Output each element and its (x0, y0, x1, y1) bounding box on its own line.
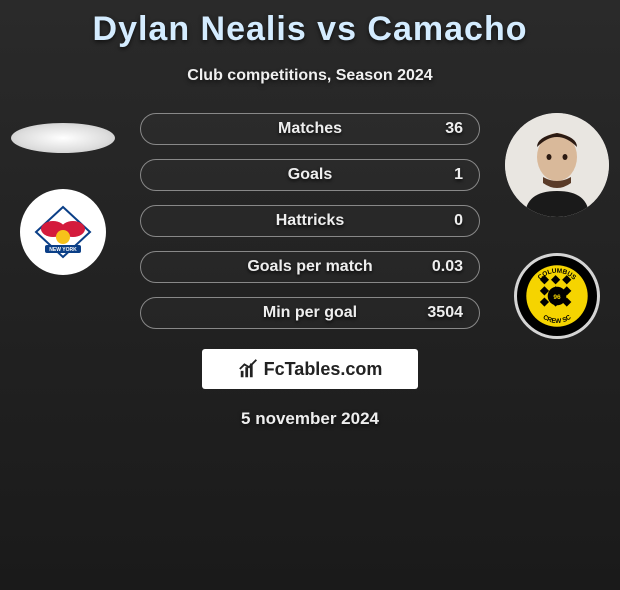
stat-label: Goals (288, 166, 332, 184)
stats-list: Matches 36 Goals 1 Hattricks 0 Goals per… (140, 113, 480, 329)
watermark-text: FcTables.com (264, 359, 383, 380)
team-logo-redbull: NEW YORK (20, 189, 106, 275)
chart-icon (238, 358, 260, 380)
stat-row-hattricks: Hattricks 0 (140, 205, 480, 237)
stat-row-goals: Goals 1 (140, 159, 480, 191)
svg-text:NEW YORK: NEW YORK (49, 247, 77, 253)
player-photo-right (505, 113, 609, 217)
right-player-column: 96 COLUMBUS CREW SC (502, 113, 612, 339)
stat-value: 0 (454, 212, 463, 230)
stat-value: 0.03 (432, 258, 463, 276)
stat-row-goals-per-match: Goals per match 0.03 (140, 251, 480, 283)
stat-label: Goals per match (247, 258, 372, 276)
page-title: Dylan Nealis vs Camacho (0, 10, 620, 49)
stat-label: Matches (278, 120, 342, 138)
player-photo-left (11, 123, 115, 153)
left-player-column: NEW YORK (8, 113, 118, 275)
stat-label: Hattricks (276, 212, 344, 230)
stat-value: 3504 (427, 304, 463, 322)
stat-value: 1 (454, 166, 463, 184)
watermark: FcTables.com (202, 349, 418, 389)
stat-label: Min per goal (263, 304, 357, 322)
subtitle: Club competitions, Season 2024 (0, 67, 620, 85)
svg-text:96: 96 (553, 294, 561, 301)
date-text: 5 november 2024 (0, 409, 620, 429)
stat-row-matches: Matches 36 (140, 113, 480, 145)
stat-row-min-per-goal: Min per goal 3504 (140, 297, 480, 329)
comparison-content: NEW YORK (0, 113, 620, 429)
stat-value: 36 (445, 120, 463, 138)
team-logo-crew: 96 COLUMBUS CREW SC (514, 253, 600, 339)
